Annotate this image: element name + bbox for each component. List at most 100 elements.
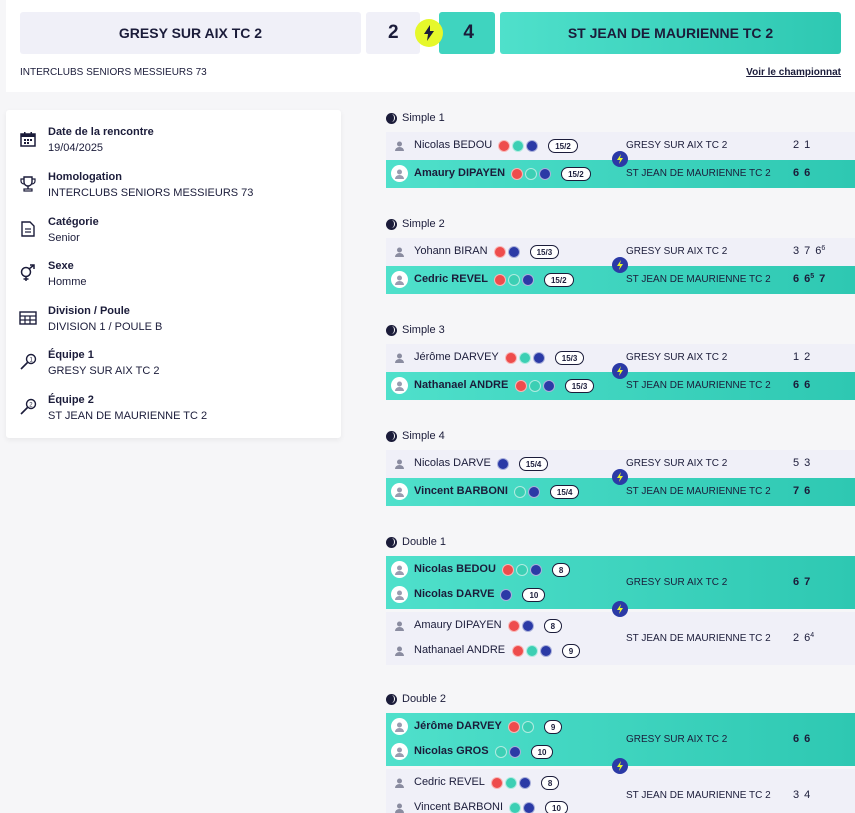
badge-icon <box>523 802 536 813</box>
badge-icon <box>493 274 506 286</box>
set-score: 3 <box>793 789 800 801</box>
ranking-badge: 15/2 <box>548 139 578 153</box>
single-match: Simple 1 Nicolas BEDOU 15/2 GRESY SUR AIX T… <box>386 111 855 191</box>
away-score: 4 <box>439 12 495 54</box>
home-team-name[interactable]: GRESY SUR AIX TC 2 <box>20 12 361 54</box>
player-badges <box>496 458 509 470</box>
championship-label: INTERCLUBS SENIORS MESSIEURS 73 <box>20 67 207 78</box>
player-badges <box>511 168 552 180</box>
player-name[interactable]: Jérôme DARVEY <box>414 351 499 363</box>
badge-icon <box>507 721 520 733</box>
info-label: Équipe 1 <box>48 349 94 361</box>
badge-icon <box>511 168 524 180</box>
badge-icon <box>532 352 545 364</box>
badge-icon <box>518 352 531 364</box>
team-name: GRESY SUR AIX TC 2 <box>626 734 728 745</box>
player-avatar-icon <box>391 586 408 603</box>
player-name[interactable]: Nicolas DARVE <box>414 457 491 469</box>
winner-team-block[interactable]: Jérôme DARVEY 9 Nicolas GROS 10 GRESY SUR AI… <box>386 713 855 766</box>
set-score: 6 <box>793 733 800 745</box>
set-score: 3 <box>793 245 800 257</box>
player-name[interactable]: Yohann BIRAN <box>414 245 488 257</box>
badge-icon <box>521 721 534 733</box>
set-score: 1 <box>804 139 811 151</box>
lightning-icon <box>612 758 628 774</box>
ranking-badge: 15/4 <box>549 485 580 499</box>
player-name[interactable]: Nicolas BEDOU <box>414 563 496 575</box>
player-name[interactable]: Nicolas BEDOU <box>414 139 493 151</box>
set-score: 66 <box>815 245 826 257</box>
player-name[interactable]: Nicolas DARVE <box>414 588 495 600</box>
info-label: Équipe 2 <box>48 394 94 406</box>
player-name[interactable]: Nathanael ANDRE <box>414 644 506 656</box>
player-badges <box>507 620 534 632</box>
player-name[interactable]: Cedric REVEL <box>414 776 485 788</box>
set-score: 7 <box>793 485 800 497</box>
ranking-badge: 8 <box>540 776 560 790</box>
badge-icon <box>514 380 527 392</box>
player-name[interactable]: Nathanael ANDRE <box>414 379 509 391</box>
info-value: DIVISION 1 / POULE B <box>48 321 163 333</box>
badge-icon <box>513 486 526 498</box>
player-name[interactable]: Cedric REVEL <box>414 273 488 285</box>
player-name[interactable]: Jérôme DARVEY <box>414 720 502 732</box>
racket-1-icon: 1 <box>18 352 38 372</box>
loser-team-block[interactable]: Cedric REVEL 8 Vincent BARBONI 10 ST JEAN DE… <box>386 769 855 813</box>
tennis-ball-icon <box>386 324 397 336</box>
lightning-icon <box>415 19 443 47</box>
lightning-icon <box>612 469 628 485</box>
match-title: Simple 1 <box>386 111 445 125</box>
badge-icon <box>507 274 520 286</box>
set-score: 65 <box>804 273 815 285</box>
badge-icon <box>521 620 534 632</box>
player-badges <box>500 589 513 601</box>
player-badges <box>493 274 534 286</box>
view-championship-link[interactable]: Voir le championnat <box>746 67 841 78</box>
ranking-badge: 9 <box>543 720 563 734</box>
player-name[interactable]: Vincent BARBONI <box>414 801 504 813</box>
svg-text:1: 1 <box>30 358 34 364</box>
set-score: 6 <box>793 379 800 391</box>
badge-icon <box>508 746 521 758</box>
svg-text:2: 2 <box>29 403 33 409</box>
winner-row[interactable]: Vincent BARBONI 15/4 ST JEAN DE MAURIENNE … <box>386 478 855 506</box>
loser-team-block[interactable]: Amaury DIPAYEN 8 Nathanael ANDRE 9 ST JEAN D… <box>386 612 855 665</box>
info-label: Sexe <box>48 260 74 272</box>
player-avatar-icon <box>395 646 405 656</box>
ranking-badge: 10 <box>522 588 546 602</box>
ranking-badge: 10 <box>530 745 554 759</box>
player-name[interactable]: Amaury DIPAYEN <box>414 619 502 631</box>
player-badges <box>507 721 534 733</box>
info-value: GRESY SUR AIX TC 2 <box>48 365 160 377</box>
badge-icon <box>507 620 520 632</box>
winner-row[interactable]: Nathanael ANDRE 15/3 ST JEAN DE MAURIENNE … <box>386 372 855 400</box>
badge-icon <box>526 140 539 152</box>
set-score: 6 <box>804 379 811 391</box>
team-name: ST JEAN DE MAURIENNE TC 2 <box>626 790 771 801</box>
set-score: 1 <box>793 351 800 363</box>
set-scores: 3 7 66 <box>793 245 830 257</box>
player-name[interactable]: Nicolas GROS <box>414 745 489 757</box>
info-team-1: 1 Équipe 1 GRESY SUR AIX TC 2 <box>6 349 341 389</box>
player-name[interactable]: Vincent BARBONI <box>414 485 508 497</box>
info-homologation: Homologation INTERCLUBS SENIORS MESSIEUR… <box>6 171 341 211</box>
ranking-badge: 8 <box>543 619 563 633</box>
info-value: INTERCLUBS SENIORS MESSIEURS 73 <box>48 187 254 199</box>
match-title-text: Simple 4 <box>402 430 445 442</box>
info-label: Date de la rencontre <box>48 126 154 138</box>
away-team-name[interactable]: ST JEAN DE MAURIENNE TC 2 <box>500 12 841 54</box>
player-avatar-icon <box>391 271 408 288</box>
team-name: ST JEAN DE MAURIENNE TC 2 <box>626 633 771 644</box>
team-name: GRESY SUR AIX TC 2 <box>626 352 728 363</box>
set-score: 6 <box>793 576 800 588</box>
player-avatar-icon <box>395 621 405 631</box>
racket-2-icon: 2 <box>18 397 38 417</box>
player-name[interactable]: Amaury DIPAYEN <box>414 167 506 179</box>
set-score: 6 <box>793 167 800 179</box>
ranking-badge: 15/3 <box>529 245 560 259</box>
player-badges <box>509 802 536 813</box>
winner-team-block[interactable]: Nicolas BEDOU 8 Nicolas DARVE 10 GRESY SUR A… <box>386 556 855 609</box>
